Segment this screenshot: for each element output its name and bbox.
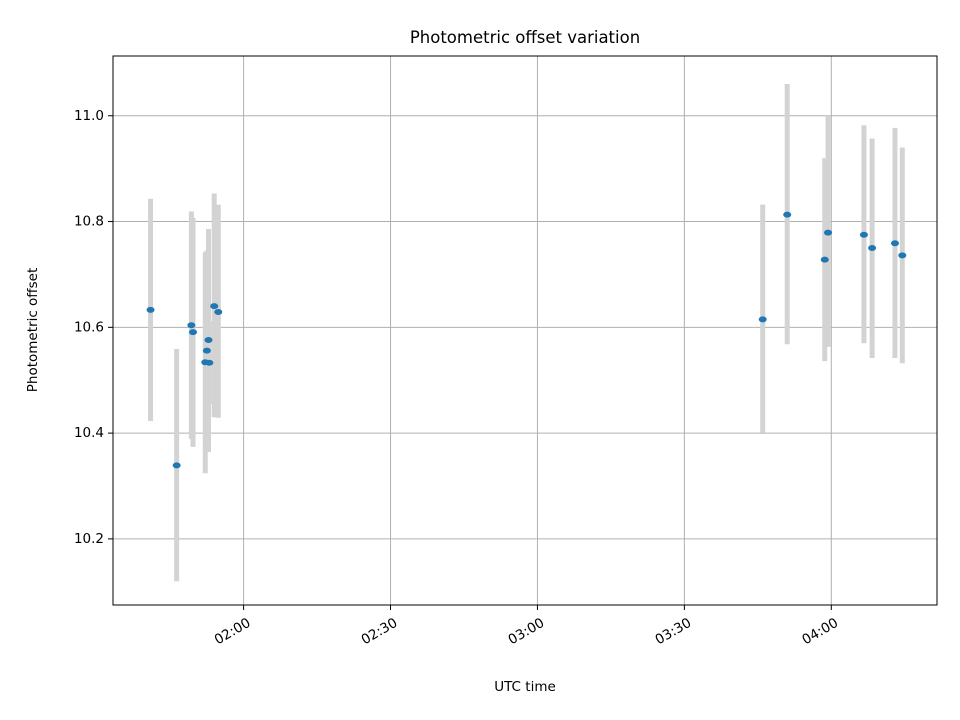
data-point — [783, 211, 792, 218]
y-tick-label: 10.8 — [74, 214, 104, 230]
data-point — [146, 306, 155, 313]
x-tick-label: 02:00 — [212, 615, 254, 648]
chart-title: Photometric offset variation — [410, 28, 640, 47]
data-point — [898, 252, 907, 259]
plot-frame — [112, 55, 938, 606]
data-point — [187, 322, 196, 329]
y-tick-label: 10.2 — [74, 531, 104, 547]
x-tick-label: 04:00 — [799, 615, 841, 648]
x-tick-label: 03:00 — [506, 615, 548, 648]
y-axis: 10.2 10.4 10.6 10.8 11.0 — [74, 108, 113, 547]
data-point — [758, 316, 767, 323]
data-point — [214, 308, 223, 315]
data-point — [890, 240, 899, 247]
x-tick-label: 03:30 — [652, 615, 694, 648]
x-axis: 02:00 02:30 03:00 03:30 04:00 — [212, 605, 841, 648]
grid — [113, 56, 937, 605]
error-bars — [148, 84, 905, 582]
y-axis-label: Photometric offset — [25, 268, 41, 392]
x-axis-label: UTC time — [494, 679, 556, 695]
y-tick-label: 10.4 — [74, 425, 104, 441]
data-point — [210, 303, 219, 310]
data-point — [859, 231, 868, 238]
data-points — [146, 211, 907, 469]
data-point — [202, 347, 211, 354]
data-point — [172, 462, 181, 469]
data-point — [204, 337, 213, 344]
data-point — [205, 359, 214, 366]
data-point — [188, 329, 197, 336]
y-tick-label: 10.6 — [74, 319, 104, 335]
data-point — [824, 229, 833, 236]
data-point — [820, 256, 829, 263]
y-tick-label: 11.0 — [74, 108, 104, 124]
x-tick-label: 02:30 — [359, 615, 401, 648]
data-point — [868, 244, 877, 251]
